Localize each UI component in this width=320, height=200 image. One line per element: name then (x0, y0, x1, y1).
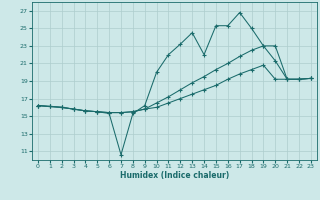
X-axis label: Humidex (Indice chaleur): Humidex (Indice chaleur) (120, 171, 229, 180)
